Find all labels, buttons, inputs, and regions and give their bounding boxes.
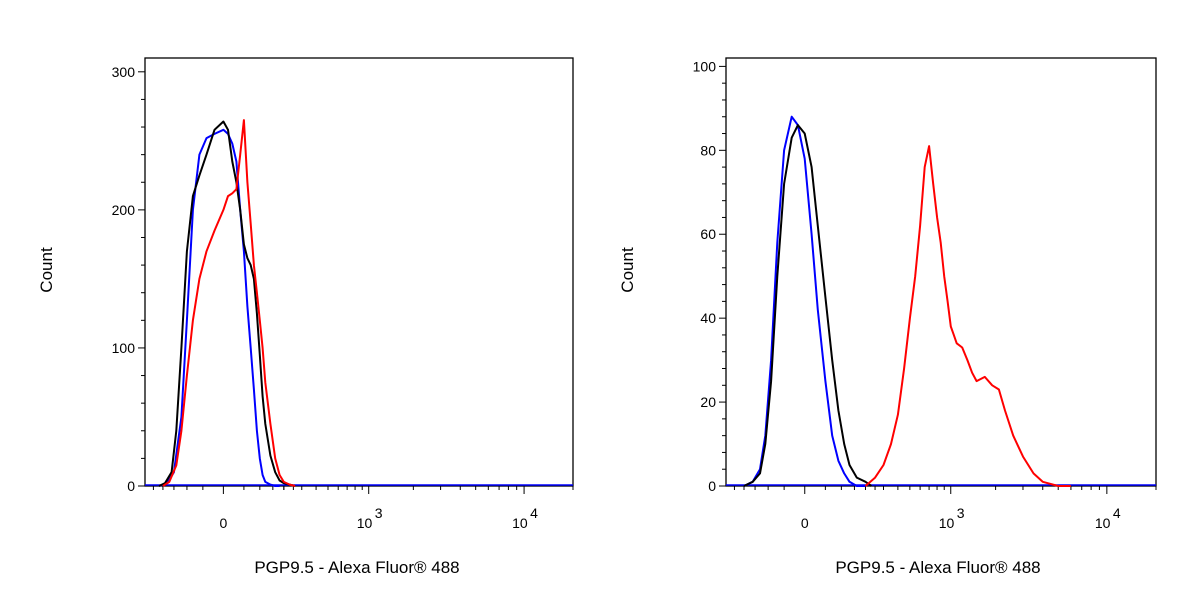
black-histogram-line: [158, 120, 296, 487]
y-tick-label: 200: [112, 202, 136, 218]
x-tick-label-exponent: 3: [957, 505, 965, 521]
x-tick-label: 0: [219, 515, 227, 531]
x-tick-label-base: 10: [1095, 515, 1111, 531]
y-tick-label: 80: [700, 142, 716, 158]
red-histogram-line: [864, 145, 1071, 487]
blue-histogram-line: [743, 115, 866, 487]
x-tick-label: 0: [801, 515, 809, 531]
y-tick-label: 100: [693, 58, 717, 74]
blue-histogram-line: [158, 128, 280, 487]
y-tick-label: 300: [112, 64, 136, 80]
x-tick-label-exponent: 4: [530, 505, 538, 521]
y-tick-label: 0: [708, 478, 716, 494]
y-tick-label: 0: [127, 478, 135, 494]
y-tick-label: 20: [700, 394, 716, 410]
black-histogram-line: [743, 124, 872, 487]
y-axis-title: Count: [618, 247, 637, 293]
x-axis-title: PGP9.5 - Alexa Fluor® 488: [835, 558, 1040, 577]
y-tick-label: 40: [700, 310, 716, 326]
plot-frame: [144, 57, 574, 487]
y-axis-title: Count: [37, 247, 56, 293]
x-tick-label-base: 10: [512, 515, 528, 531]
plot-frame: [725, 57, 1157, 487]
x-tick-label-base: 10: [939, 515, 955, 531]
x-tick-label-base: 10: [357, 515, 373, 531]
y-tick-label: 100: [112, 340, 136, 356]
y-tick-label: 60: [700, 226, 716, 242]
x-tick-label-exponent: 4: [1113, 505, 1121, 521]
x-axis-title: PGP9.5 - Alexa Fluor® 488: [254, 558, 459, 577]
red-histogram-line: [162, 119, 296, 487]
x-tick-label-exponent: 3: [375, 505, 383, 521]
